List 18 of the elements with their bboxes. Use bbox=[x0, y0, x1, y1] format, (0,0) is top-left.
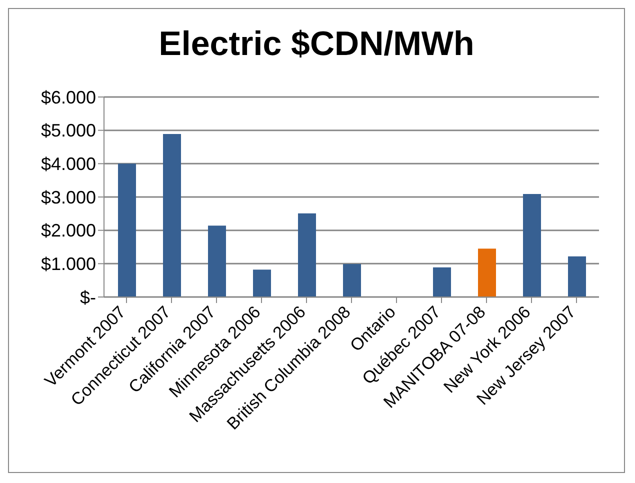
bar bbox=[118, 164, 136, 297]
y-tick-label: $1.000 bbox=[40, 254, 96, 274]
chart-title: Electric $CDN/MWh bbox=[158, 25, 476, 65]
bar bbox=[478, 248, 496, 297]
bar bbox=[523, 194, 541, 297]
bar bbox=[433, 267, 451, 297]
bar bbox=[298, 213, 316, 297]
bar bbox=[208, 226, 226, 297]
bar bbox=[568, 256, 586, 297]
y-tick-label: $- bbox=[80, 287, 96, 308]
y-tick-label: $3.000 bbox=[40, 187, 96, 208]
y-tick-label: $4.000 bbox=[40, 154, 96, 174]
y-tick-label: $6.000 bbox=[40, 87, 96, 108]
bar bbox=[253, 270, 271, 297]
bar bbox=[163, 134, 181, 297]
y-tick-label: $5.000 bbox=[40, 120, 96, 141]
bar bbox=[343, 264, 361, 297]
y-tick-label: $2.000 bbox=[40, 220, 96, 241]
